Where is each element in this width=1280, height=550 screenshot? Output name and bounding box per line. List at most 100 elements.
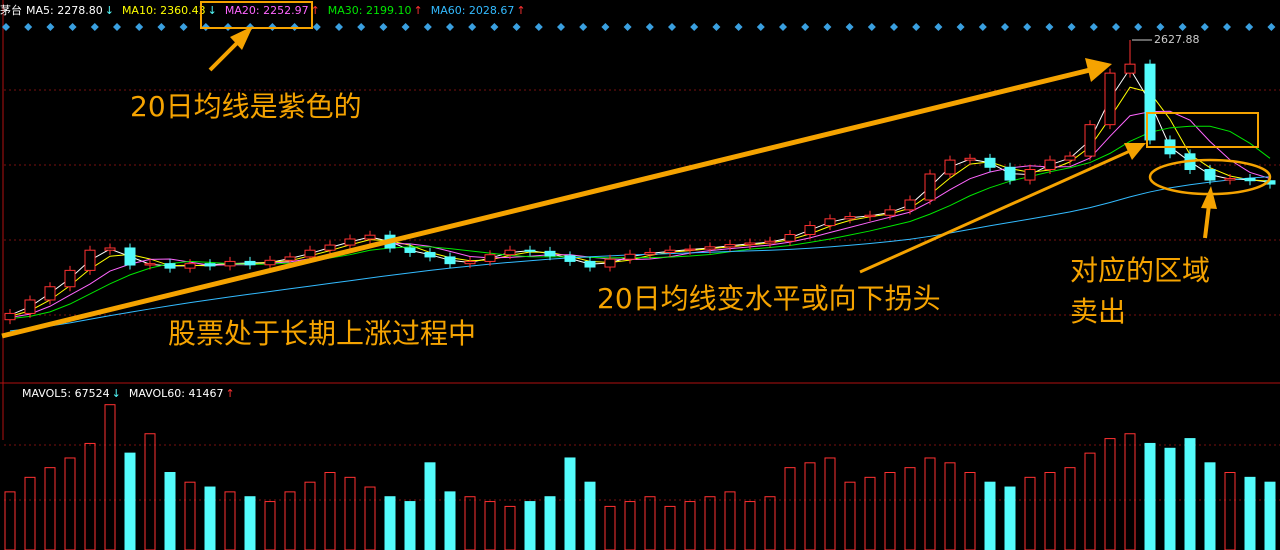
candle-body: [284, 256, 296, 261]
marker-diamond: [734, 23, 743, 31]
candle-body: [4, 312, 16, 321]
marker-diamond: [1045, 23, 1054, 31]
candle-body: [664, 249, 676, 253]
volume-bar: [884, 472, 896, 550]
volume-bar: [564, 457, 576, 550]
candle-body: [784, 234, 796, 242]
marker-diamond: [1134, 23, 1143, 31]
volume-bar: [1124, 433, 1136, 550]
legend-arrow: ↑: [311, 4, 320, 17]
volume-bar: [964, 472, 976, 550]
arrow-head: [1085, 58, 1112, 82]
candle-body: [1124, 63, 1136, 74]
marker-diamond: [1200, 23, 1209, 31]
volume-bar: [804, 462, 816, 550]
candle-body: [964, 157, 976, 161]
volume-bar: [984, 481, 996, 550]
legend-arrow: ↑: [516, 4, 525, 17]
marker-diamond: [312, 23, 321, 31]
candle-body: [744, 242, 756, 246]
highlight-box: [1146, 112, 1259, 148]
marker-diamond: [1245, 23, 1254, 31]
annotation: 20日均线变水平或向下拐头: [597, 282, 941, 315]
volume-bar: [204, 486, 216, 550]
marker-diamond: [801, 23, 810, 31]
volume-bar: [284, 491, 296, 550]
candle-body: [144, 263, 156, 266]
marker-diamond: [1067, 23, 1076, 31]
volume-bar: [704, 496, 716, 550]
arrow-head: [230, 26, 253, 50]
marker-diamond: [601, 23, 610, 31]
arrow: [1, 67, 1091, 339]
marker-diamond: [1112, 23, 1120, 31]
volume-bar: [264, 501, 276, 550]
marker-diamond: [1023, 23, 1032, 31]
volume-bar: [384, 496, 396, 550]
marker-diamond: [712, 23, 721, 31]
candle-body: [424, 251, 436, 258]
candle-body: [1104, 72, 1116, 126]
volume-bar: [784, 467, 796, 550]
candle-body: [804, 225, 816, 236]
volume-bar: [1164, 447, 1176, 550]
marker-diamond: [645, 23, 654, 31]
volume-bar: [1244, 476, 1256, 550]
marker-diamond: [46, 23, 55, 31]
volume-bar: [184, 481, 196, 550]
legend-arrow: ↑: [413, 4, 422, 17]
legend-label: MAVOL60: 41467: [129, 387, 224, 400]
legend-arrow: ↓: [112, 387, 121, 400]
candle-body: [404, 247, 416, 253]
marker-diamond: [446, 23, 454, 31]
volume-bar: [904, 467, 916, 550]
candle-body: [724, 244, 736, 248]
volume-bar: [1224, 472, 1236, 550]
volume-bar: [1084, 452, 1096, 550]
volume-bar: [424, 462, 436, 550]
marker-diamond: [912, 23, 921, 31]
volume-bar: [1004, 486, 1016, 550]
marker-diamond: [2, 23, 10, 31]
candle-body: [364, 234, 376, 240]
arrow: [859, 149, 1131, 274]
volume-bar: [64, 457, 76, 550]
candle-body: [1244, 177, 1256, 182]
candle-body: [84, 249, 96, 271]
marker-diamond: [557, 23, 565, 31]
candle-body: [924, 173, 936, 201]
candle-body: [684, 248, 696, 251]
candle-body: [44, 286, 56, 301]
highlight-box: [200, 1, 313, 29]
volume-bar: [84, 442, 96, 550]
annotation: 20日均线是紫色的: [130, 90, 362, 123]
candle-body: [324, 244, 336, 251]
candle-body: [704, 246, 716, 250]
candle-body: [204, 263, 216, 267]
candle-body: [304, 249, 316, 258]
marker-diamond: [690, 23, 699, 31]
marker-diamond: [534, 23, 543, 31]
legend-arrow: ↓: [105, 4, 114, 17]
marker-diamond: [135, 23, 144, 31]
legend-label: MA5: 2278.80: [26, 4, 103, 17]
marker-diamond: [1001, 23, 1009, 31]
candle-body: [444, 256, 456, 265]
volume-bar: [504, 505, 516, 550]
volume-bar: [604, 505, 616, 550]
ma-line: [9, 110, 1271, 318]
candle-body: [1004, 166, 1016, 181]
marks: 2627.88: [2, 23, 1276, 550]
volume-bar: [244, 496, 256, 550]
volume-bar: [924, 457, 936, 550]
volume-bar: [1104, 438, 1116, 550]
marker-diamond: [1156, 23, 1165, 31]
volume-bar: [1144, 442, 1156, 550]
candle-body: [564, 255, 576, 262]
candle-body: [824, 218, 836, 227]
volume-bar: [744, 501, 756, 550]
candle-body: [224, 260, 236, 267]
volume-bar: [624, 501, 636, 550]
candle-body: [124, 247, 136, 266]
